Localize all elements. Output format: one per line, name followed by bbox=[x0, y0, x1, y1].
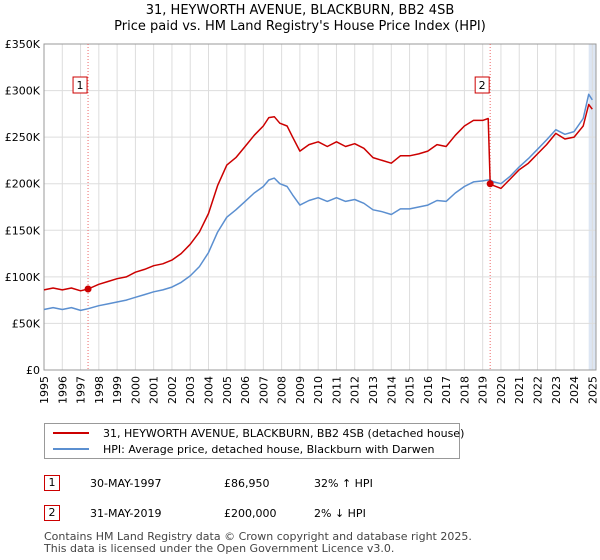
x-tick-label: 2009 bbox=[294, 376, 307, 404]
sale-number-text: 2 bbox=[479, 79, 486, 92]
transaction-price: £86,950 bbox=[224, 477, 270, 490]
x-tick-label: 2014 bbox=[385, 376, 398, 404]
x-tick-label: 2021 bbox=[513, 376, 526, 404]
sale-number-box bbox=[474, 76, 490, 94]
sale-number-box bbox=[72, 76, 88, 94]
sale-point bbox=[84, 285, 92, 293]
y-tick-label: £300K bbox=[5, 85, 41, 98]
x-tick-label: 2017 bbox=[440, 376, 453, 404]
x-tick-label: 2003 bbox=[184, 376, 197, 404]
x-tick-label: 2000 bbox=[129, 376, 142, 404]
x-tick-label: 1998 bbox=[93, 376, 106, 404]
sale-point bbox=[486, 180, 494, 188]
transaction-price: £200,000 bbox=[224, 507, 277, 520]
x-tick-label: 1996 bbox=[56, 376, 69, 404]
property-price-line bbox=[43, 103, 593, 292]
x-tick-label: 2005 bbox=[221, 376, 234, 404]
x-tick-label: 1995 bbox=[38, 376, 51, 404]
legend-swatch-hpi bbox=[53, 448, 89, 450]
footer: Contains HM Land Registry data © Crown c… bbox=[44, 531, 584, 555]
y-tick-label: £0 bbox=[26, 364, 40, 377]
legend-swatch-property bbox=[53, 432, 89, 434]
plot-area bbox=[44, 44, 596, 370]
footer-licence: This data is licensed under the Open Gov… bbox=[44, 542, 395, 555]
x-tick-label: 2025 bbox=[586, 376, 599, 404]
x-tick-label: 1997 bbox=[75, 376, 88, 404]
x-tick-label: 2011 bbox=[330, 376, 343, 404]
x-tick-label: 1999 bbox=[111, 376, 124, 404]
x-tick-label: 2023 bbox=[550, 376, 563, 404]
x-tick-label: 2020 bbox=[495, 376, 508, 404]
y-tick-label: £50K bbox=[12, 317, 41, 330]
plot-border bbox=[43, 43, 597, 371]
x-tick-label: 2013 bbox=[367, 376, 380, 404]
chart-title: 31, HEYWORTH AVENUE, BLACKBURN, BB2 4SB bbox=[145, 3, 455, 18]
transaction-date: 31-MAY-2019 bbox=[90, 507, 162, 520]
transaction-number-badge: 2 bbox=[44, 505, 60, 521]
sale-number-text: 1 bbox=[77, 79, 84, 92]
legend-item-hpi: HPI: Average price, detached house, Blac… bbox=[53, 442, 434, 458]
x-tick-label: 2016 bbox=[422, 376, 435, 404]
legend-label-hpi: HPI: Average price, detached house, Blac… bbox=[103, 443, 435, 456]
x-tick-label: 2008 bbox=[276, 376, 289, 404]
x-tick-label: 2007 bbox=[257, 376, 270, 404]
x-tick-label: 2004 bbox=[203, 376, 216, 404]
x-tick-label: 2024 bbox=[568, 376, 581, 404]
transaction-hpi-diff: 2% ↓ HPI bbox=[314, 507, 366, 520]
x-tick-label: 2022 bbox=[532, 376, 545, 404]
y-tick-label: £150K bbox=[5, 224, 41, 237]
transaction-date: 30-MAY-1997 bbox=[90, 477, 162, 490]
hpi-line bbox=[43, 93, 593, 312]
footer-copyright: Contains HM Land Registry data © Crown c… bbox=[44, 530, 472, 543]
y-tick-label: £250K bbox=[5, 131, 41, 144]
sale-number-badge: 1 bbox=[72, 76, 88, 94]
sale-number-badge: 2 bbox=[474, 76, 490, 94]
x-tick-label: 2001 bbox=[148, 376, 161, 404]
legend-item-property: 31, HEYWORTH AVENUE, BLACKBURN, BB2 4SB … bbox=[53, 426, 464, 442]
y-tick-label: £200K bbox=[5, 178, 41, 191]
chart-subtitle: Price paid vs. HM Land Registry's House … bbox=[114, 19, 486, 34]
x-tick-label: 2018 bbox=[458, 376, 471, 404]
x-tick-label: 2012 bbox=[349, 376, 362, 404]
x-tick-label: 2002 bbox=[166, 376, 179, 404]
x-tick-label: 2019 bbox=[477, 376, 490, 404]
price-chart: £0 £50K £100K £150K £200K £250K £300K £350K 1995… bbox=[5, 38, 600, 404]
x-tick-label: 2015 bbox=[404, 376, 417, 404]
legend-label-property: 31, HEYWORTH AVENUE, BLACKBURN, BB2 4SB … bbox=[103, 427, 465, 440]
legend: 31, HEYWORTH AVENUE, BLACKBURN, BB2 4SB … bbox=[44, 423, 464, 459]
x-tick-label: 2010 bbox=[312, 376, 325, 404]
x-tick-label: 2006 bbox=[239, 376, 252, 404]
y-tick-label: £350K bbox=[5, 38, 41, 51]
transaction-number-badge: 1 bbox=[44, 475, 60, 491]
transaction-hpi-diff: 32% ↑ HPI bbox=[314, 477, 373, 490]
y-tick-label: £100K bbox=[5, 271, 41, 284]
